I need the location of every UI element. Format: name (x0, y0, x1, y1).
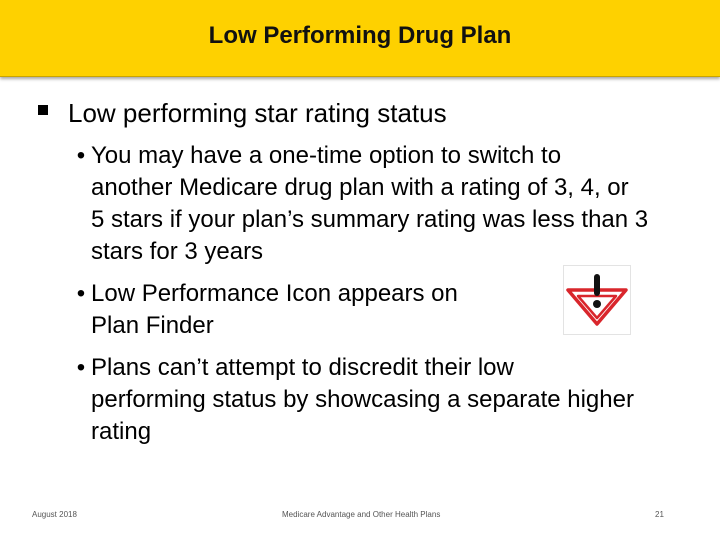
warning-triangle-icon (566, 274, 628, 326)
footer-center: Medicare Advantage and Other Health Plan… (282, 510, 441, 519)
square-bullet-icon (38, 105, 48, 115)
bullet-dot: • (76, 280, 86, 307)
line: rating (91, 418, 152, 445)
line: Plans can’t attempt to discredit their l… (91, 354, 514, 381)
sub-bullet-text: You may have a one-time option to switch… (91, 140, 691, 268)
line: 5 stars if your plan’s summary rating wa… (91, 206, 649, 233)
sub-bullet-text: Low Performance Icon appears on Plan Fin… (91, 278, 691, 342)
main-bullet-text: Low performing star rating status (68, 98, 447, 128)
slide-title: Low Performing Drug Plan (208, 22, 512, 49)
footer-page-number: 21 (655, 510, 664, 519)
line: another Medicare drug plan with a rating… (91, 174, 629, 201)
sub-bullet-text: Plans can’t attempt to discredit their l… (91, 352, 691, 448)
line: performing status by showcasing a separa… (91, 386, 634, 413)
bullet-dot: • (76, 354, 86, 381)
line: Plan Finder (91, 312, 214, 339)
line: You may have a one-time option to switch… (91, 142, 562, 169)
bullet-dot: • (76, 142, 86, 169)
line: Low Performance Icon appears on (91, 280, 458, 307)
footer-date: August 2018 (32, 510, 77, 519)
title-bar: Low Performing Drug Plan (0, 0, 720, 77)
low-performance-warning-icon (563, 265, 631, 335)
line: stars for 3 years (91, 238, 264, 265)
